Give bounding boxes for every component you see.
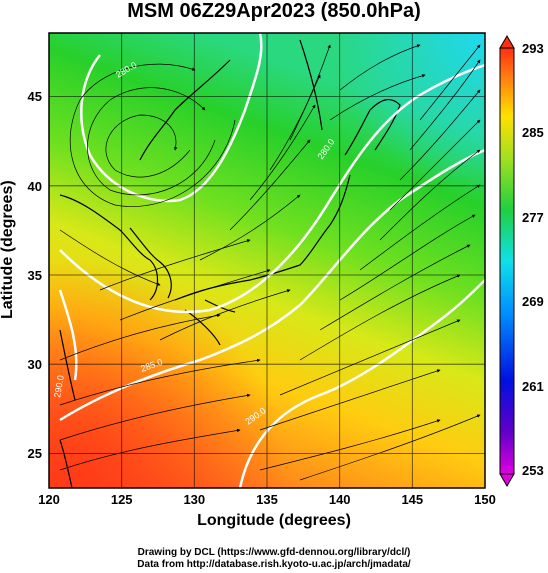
plot-frame (48, 32, 486, 489)
x-tick-label: 125 (111, 492, 133, 507)
y-axis: 25 30 35 40 45 (28, 89, 42, 461)
y-tick-label: 40 (28, 179, 42, 194)
y-tick-label: 30 (28, 357, 42, 372)
colorbar-label: 277 (522, 210, 544, 225)
colorbar-label: 293 (522, 41, 544, 56)
y-tick-label: 35 (28, 268, 42, 283)
colorbar-bottom-arrow (499, 473, 515, 487)
y-axis-label: Latitude (degrees) (0, 180, 16, 319)
y-tick-label: 25 (28, 446, 42, 461)
plot-area: 280.0 280.0 285.0 290.0 290.0 (49, 33, 485, 488)
map-title: MSM 06Z29Apr2023 (850.0hPa) (127, 0, 421, 22)
contour-label: 290.0 (52, 374, 66, 398)
colorbar: 293 285 277 269 261 253 (499, 35, 544, 487)
x-tick-label: 145 (401, 492, 423, 507)
data-credit: Data from http://database.rish.kyoto-u.a… (137, 559, 411, 570)
drawing-credit: Drawing by DCL (https://www.gfd-dennou.o… (137, 547, 411, 558)
colorbar-label: 261 (522, 379, 544, 394)
x-tick-label: 130 (183, 492, 205, 507)
x-tick-label: 140 (329, 492, 351, 507)
y-tick-label: 45 (28, 89, 42, 104)
colorbar-label: 285 (522, 125, 544, 140)
x-tick-label: 135 (256, 492, 278, 507)
streamlines (59, 44, 481, 481)
x-axis-label: Longitude (degrees) (197, 512, 351, 529)
colorbar-body (499, 47, 515, 475)
x-tick-label: 150 (474, 492, 496, 507)
colorbar-top-arrow (499, 35, 515, 49)
colorbar-label: 253 (522, 463, 544, 478)
graticule (49, 33, 485, 488)
isotherm-contours (58, 33, 485, 488)
x-axis: 120 125 130 135 140 145 150 (38, 492, 496, 507)
x-tick-label: 120 (38, 492, 60, 507)
colorbar-label: 269 (522, 294, 544, 309)
